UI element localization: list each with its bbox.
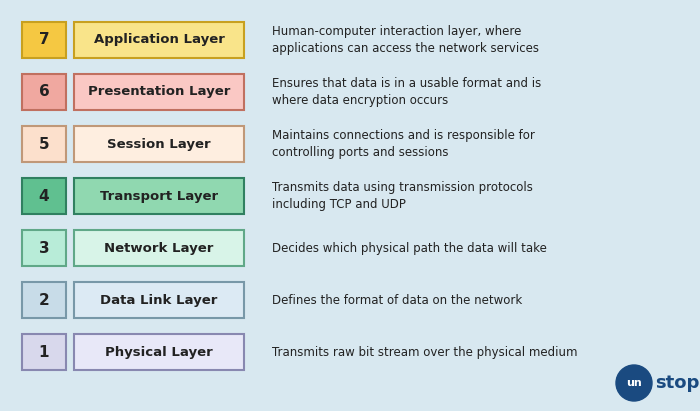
Text: Data Link Layer: Data Link Layer <box>100 293 218 307</box>
Text: 7: 7 <box>38 32 49 48</box>
FancyBboxPatch shape <box>22 178 66 214</box>
Text: Maintains connections and is responsible for
controlling ports and sessions: Maintains connections and is responsible… <box>272 129 535 159</box>
Text: Transmits raw bit stream over the physical medium: Transmits raw bit stream over the physic… <box>272 346 578 358</box>
FancyBboxPatch shape <box>22 230 66 266</box>
Text: Transmits data using transmission protocols
including TCP and UDP: Transmits data using transmission protoc… <box>272 181 533 211</box>
FancyBboxPatch shape <box>22 74 66 110</box>
Circle shape <box>616 365 652 401</box>
Text: 6: 6 <box>38 85 50 99</box>
Text: un: un <box>626 378 642 388</box>
Text: Network Layer: Network Layer <box>104 242 214 254</box>
FancyBboxPatch shape <box>74 282 244 318</box>
Text: 4: 4 <box>38 189 49 203</box>
Text: 1: 1 <box>38 344 49 360</box>
Text: 3: 3 <box>38 240 49 256</box>
FancyBboxPatch shape <box>74 22 244 58</box>
Text: Transport Layer: Transport Layer <box>100 189 218 203</box>
Text: Presentation Layer: Presentation Layer <box>88 85 230 99</box>
Text: Human-computer interaction layer, where
applications can access the network serv: Human-computer interaction layer, where … <box>272 25 539 55</box>
FancyBboxPatch shape <box>74 126 244 162</box>
FancyBboxPatch shape <box>74 178 244 214</box>
Text: Physical Layer: Physical Layer <box>105 346 213 358</box>
FancyBboxPatch shape <box>22 126 66 162</box>
FancyBboxPatch shape <box>22 334 66 370</box>
Text: Ensures that data is in a usable format and is
where data encryption occurs: Ensures that data is in a usable format … <box>272 77 541 107</box>
Text: 2: 2 <box>38 293 50 307</box>
Text: Defines the format of data on the network: Defines the format of data on the networ… <box>272 293 522 307</box>
Text: stop: stop <box>655 374 699 392</box>
Text: Application Layer: Application Layer <box>94 34 225 46</box>
Text: Session Layer: Session Layer <box>107 138 211 150</box>
FancyBboxPatch shape <box>74 334 244 370</box>
Text: Decides which physical path the data will take: Decides which physical path the data wil… <box>272 242 547 254</box>
FancyBboxPatch shape <box>22 22 66 58</box>
Text: 5: 5 <box>38 136 49 152</box>
FancyBboxPatch shape <box>22 282 66 318</box>
FancyBboxPatch shape <box>74 74 244 110</box>
FancyBboxPatch shape <box>74 230 244 266</box>
